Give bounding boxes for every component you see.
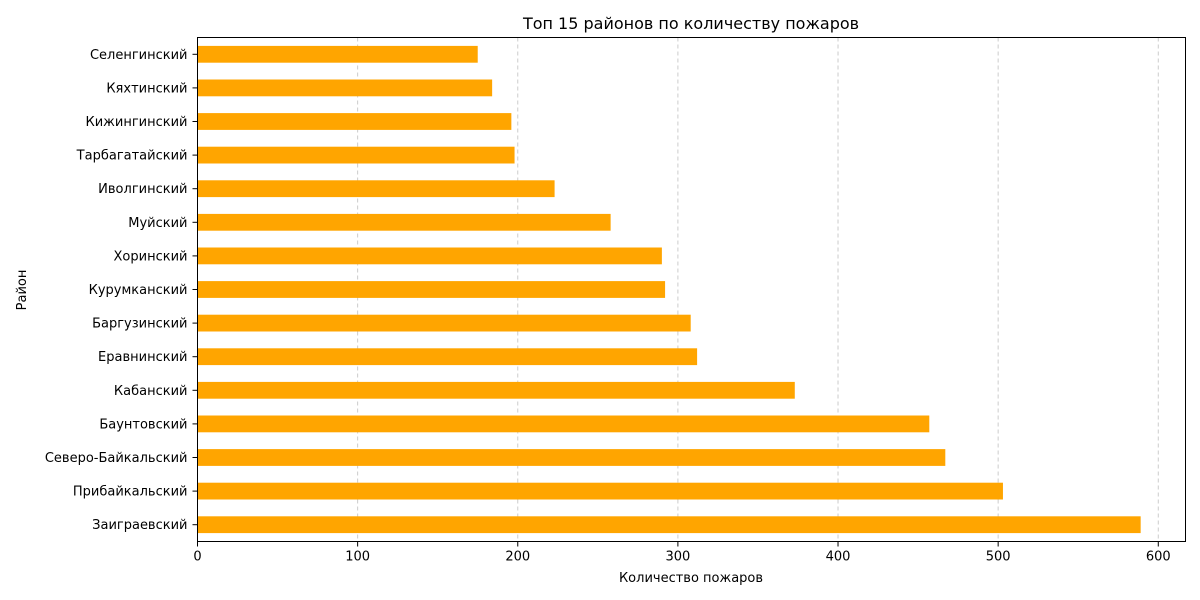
- y-tick-label: Баунтовский: [99, 417, 187, 432]
- y-tick-label: Северо-Байкальский: [45, 451, 188, 466]
- x-tick-label: 200: [505, 550, 530, 565]
- y-tick-label: Кабанский: [114, 384, 188, 399]
- y-axis-label: Район: [15, 270, 30, 311]
- y-axis-ticks: Заиграевский Прибайкальский Северо-Байкаль…: [45, 48, 198, 533]
- bar: [197, 415, 930, 433]
- x-tick-label: 100: [345, 550, 370, 565]
- y-tick-label: Хоринский: [114, 249, 188, 264]
- y-tick-label: Еравнинский: [98, 350, 187, 365]
- bar: [197, 45, 478, 63]
- y-tick-label: Прибайкальский: [73, 485, 188, 500]
- x-axis-label: Количество пожаров: [619, 571, 763, 586]
- bar: [197, 180, 555, 198]
- bar: [197, 281, 666, 298]
- x-tick-label: 0: [193, 550, 201, 565]
- bar: [197, 213, 611, 231]
- x-tick-label: 500: [986, 550, 1011, 565]
- y-tick-label: Заиграевский: [92, 518, 187, 533]
- x-tick-label: 600: [1146, 550, 1171, 565]
- y-tick-label: Иволгинский: [98, 182, 187, 197]
- x-tick-label: 400: [826, 550, 851, 565]
- chart-title: Топ 15 районов по количеству пожаров: [522, 14, 859, 33]
- y-tick-label: Кяхтинский: [106, 81, 187, 96]
- y-tick-label: Тарбагатайский: [76, 149, 188, 164]
- y-tick-label: Баргузинский: [92, 317, 187, 332]
- y-tick-label: Кижингинский: [85, 115, 187, 130]
- y-tick-label: Селенгинский: [90, 48, 188, 63]
- y-tick-label: Муйский: [128, 216, 187, 231]
- x-tick-label: 300: [665, 550, 690, 565]
- y-tick-label: Курумканский: [89, 283, 188, 298]
- bar: [197, 146, 515, 164]
- bar: [197, 348, 698, 366]
- bars: [197, 45, 1141, 534]
- x-axis-ticks: 0 100 200 300 400 500 600: [193, 541, 1171, 565]
- bar: [197, 113, 512, 130]
- bar: [197, 381, 795, 399]
- bar: [197, 314, 691, 332]
- bar: [197, 79, 493, 97]
- bar: [197, 516, 1141, 534]
- bar: [197, 449, 946, 466]
- bar: [197, 247, 662, 265]
- bar: [197, 482, 1003, 500]
